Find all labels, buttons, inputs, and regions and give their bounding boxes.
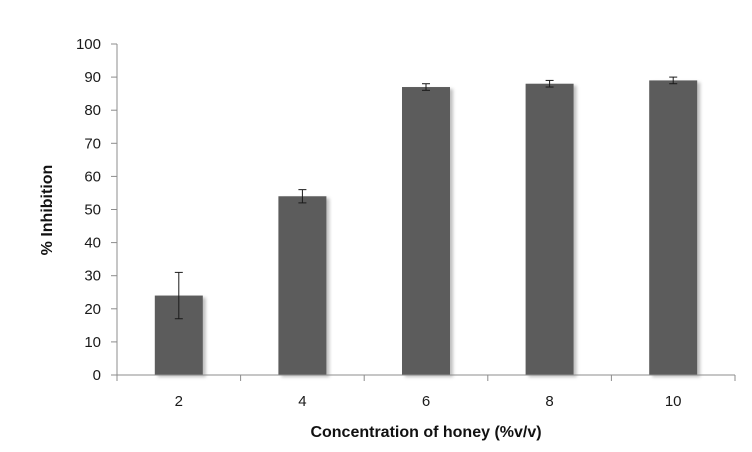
y-tick-label: 40 <box>84 235 101 252</box>
bar <box>525 83 574 375</box>
y-tick-label: 30 <box>84 268 101 285</box>
y-tick-label: 100 <box>76 36 101 53</box>
y-tick-label: 70 <box>84 135 101 152</box>
bar <box>402 87 450 375</box>
error-bars-layer <box>174 76 678 320</box>
error-bar <box>422 83 430 91</box>
y-tick-label: 60 <box>84 168 101 185</box>
x-tick-label: 8 <box>545 393 553 410</box>
error-bar <box>669 76 678 85</box>
y-axis-title: % Inhibition <box>39 165 56 256</box>
x-tick-label: 6 <box>422 393 430 410</box>
x-tick-label: 2 <box>175 393 183 410</box>
ticks-layer: 0 10 20 30 40 50 60 70 80 90 100 2 4 6 8 10 <box>76 36 736 410</box>
x-tick-label: 4 <box>298 393 306 410</box>
error-bar <box>298 189 307 204</box>
y-tick-label: 10 <box>84 334 101 351</box>
x-axis-title: Concentration of honey (%v/v) <box>310 424 541 441</box>
y-tick-label: 90 <box>84 69 101 86</box>
y-tick-label: 50 <box>84 202 101 219</box>
bars-layer <box>154 80 698 375</box>
bar <box>649 80 698 375</box>
error-bar <box>545 79 554 88</box>
y-tick-label: 0 <box>93 367 101 384</box>
bar <box>278 196 327 375</box>
error-bar <box>174 271 183 320</box>
y-tick-label: 80 <box>84 102 101 119</box>
y-tick-label: 20 <box>84 301 101 318</box>
x-tick-label: 10 <box>665 393 682 410</box>
